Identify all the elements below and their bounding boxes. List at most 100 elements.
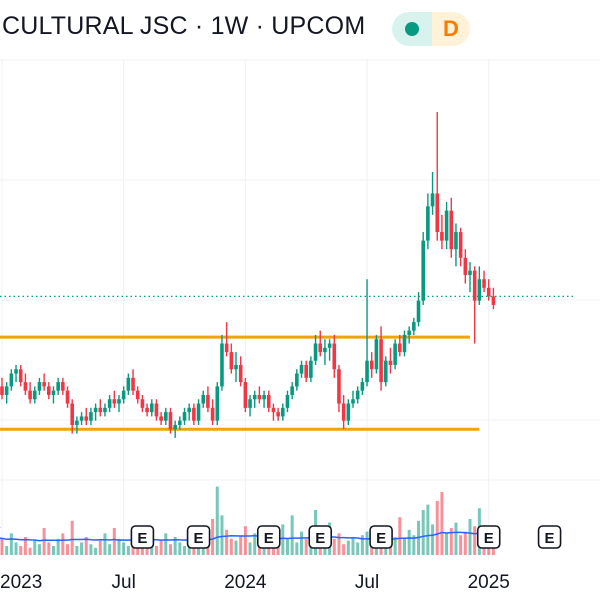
volume-ma-line: [0, 527, 494, 542]
volume-bar: [229, 538, 233, 555]
candle-body: [164, 412, 168, 421]
candle-body: [238, 364, 243, 383]
candle-body: [351, 399, 355, 404]
candle-body: [360, 382, 365, 391]
volume-bar: [407, 529, 411, 555]
candle-body: [454, 232, 458, 250]
earnings-marker[interactable]: E: [537, 525, 562, 549]
candle-body: [229, 352, 234, 370]
volume-bar: [75, 546, 79, 555]
volume-bar: [19, 546, 23, 555]
candle-body: [14, 369, 18, 374]
earnings-marker-label: E: [376, 530, 386, 547]
candle-body: [121, 390, 126, 400]
volume-bar: [206, 546, 210, 555]
volume-bar: [94, 547, 98, 555]
candle-body: [304, 364, 308, 378]
volume-bar: [84, 537, 88, 555]
candle-body: [421, 240, 425, 301]
earnings-marker[interactable]: E: [308, 525, 333, 549]
volume-bar: [421, 510, 425, 555]
candle-body: [383, 360, 388, 383]
volume-bar: [33, 540, 37, 555]
volume-bar: [47, 542, 51, 555]
volume-bar: [290, 515, 294, 555]
volume-bar: [9, 533, 13, 555]
volume-bar: [5, 546, 9, 555]
volume-bar: [183, 546, 187, 555]
candle-body: [398, 343, 402, 353]
volume-bar: [112, 528, 116, 555]
candle-body: [341, 403, 346, 421]
volume-bar: [14, 542, 18, 555]
candle-body: [182, 412, 187, 421]
candle-body: [491, 296, 496, 305]
volume-bar: [454, 522, 458, 555]
volume-bar: [220, 515, 224, 555]
candle-body: [323, 347, 327, 353]
volume-bar: [126, 546, 130, 555]
candle-body: [112, 399, 117, 404]
volume-bar: [253, 533, 257, 555]
candle-body: [369, 360, 374, 370]
earnings-marker-label: E: [545, 530, 555, 547]
candle-body: [206, 394, 210, 408]
candle-body: [220, 343, 224, 387]
volume-bar: [337, 533, 341, 555]
candle-body: [61, 382, 65, 391]
symbol-title: CULTURAL JSC · 1W · UPCOM: [2, 12, 366, 40]
volume-bar: [360, 535, 364, 555]
candle-body: [412, 322, 416, 331]
x-tick-label: 2024: [224, 572, 267, 593]
volume-bar: [365, 531, 369, 555]
candle-body: [28, 390, 32, 400]
earnings-marker[interactable]: E: [130, 525, 155, 549]
volume-bar: [402, 538, 406, 555]
earnings-marker[interactable]: E: [476, 525, 501, 549]
volume-bar: [42, 528, 46, 555]
volume-bar: [449, 528, 453, 555]
earnings-marker[interactable]: E: [369, 525, 393, 549]
market-status-badge[interactable]: D: [392, 12, 470, 46]
volume-bar: [168, 544, 172, 555]
volume-bar: [173, 537, 177, 555]
candle-body: [281, 407, 285, 417]
candle-body: [4, 386, 9, 395]
candle-body: [0, 386, 4, 395]
volume-bar: [285, 538, 289, 555]
earnings-marker[interactable]: E: [186, 525, 211, 549]
earnings-marker[interactable]: E: [256, 525, 281, 549]
candle-body: [449, 210, 454, 250]
candle-body: [416, 300, 421, 323]
candle-body: [365, 360, 369, 383]
price-levels: [0, 295, 573, 431]
candle-body: [332, 343, 337, 370]
earnings-marker-label: E: [315, 530, 325, 547]
chart-grid: [0, 59, 600, 560]
candle-body: [201, 394, 206, 404]
candle-body: [486, 287, 491, 297]
candle-body: [196, 403, 201, 421]
candle-body: [337, 369, 341, 404]
volume-bar: [304, 538, 308, 555]
x-tick-label: 2025: [468, 572, 510, 593]
market-open-indicator: [392, 12, 432, 46]
volume-bar: [51, 546, 55, 555]
volume-bar: [473, 526, 477, 555]
candle-body: [271, 407, 276, 413]
candle-body: [266, 394, 271, 408]
candle-body: [407, 330, 411, 335]
volume-bar: [295, 542, 299, 555]
volume-bar: [103, 533, 107, 555]
candle-body: [117, 399, 121, 404]
candle-body: [252, 394, 257, 400]
data-delay-label: D: [432, 12, 470, 46]
candle-body: [192, 407, 196, 421]
candle-body: [285, 394, 290, 408]
candle-body: [309, 360, 313, 378]
volume-bar: [178, 542, 182, 555]
volume-bar: [234, 540, 238, 555]
candle-body: [299, 364, 304, 374]
candle-body: [355, 390, 360, 400]
